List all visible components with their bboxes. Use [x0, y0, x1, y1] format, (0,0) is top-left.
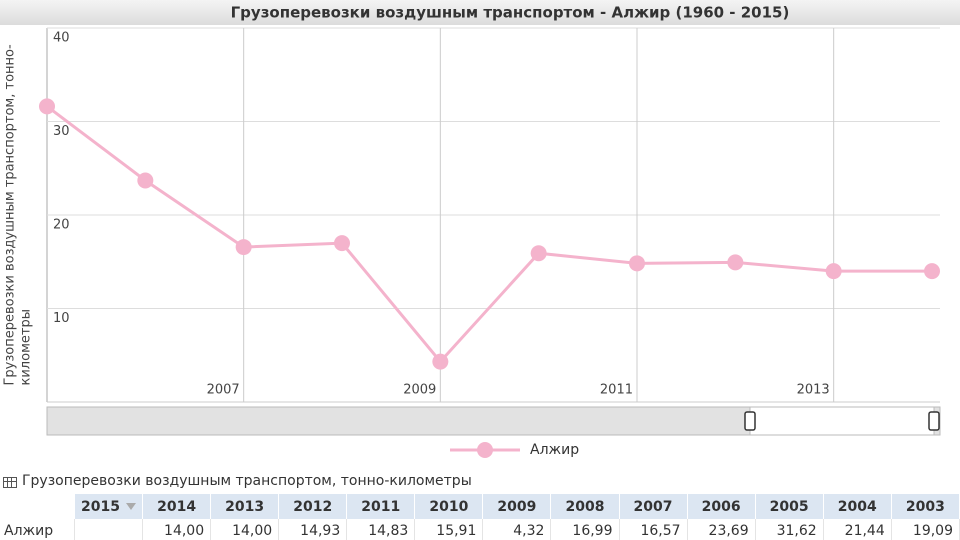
- header-row: 2015 2014 2013 2012 2011 2010 2009 2008 2007 2006…: [0, 494, 960, 519]
- column-header-text: 2005: [769, 498, 809, 515]
- corner-cell: [0, 494, 75, 519]
- column-header-text: 2015: [81, 498, 121, 515]
- column-header[interactable]: 2010: [414, 494, 484, 519]
- title-bar: [0, 0, 960, 25]
- column-header-text: 2008: [565, 498, 605, 515]
- column-header-text: 2013: [225, 498, 265, 515]
- y-tick-label: 10: [53, 311, 70, 326]
- navigator-window[interactable]: [749, 406, 935, 436]
- column-header-text: 2004: [837, 498, 877, 515]
- series-line: [46, 105, 932, 364]
- column-header[interactable]: 2015: [74, 494, 144, 519]
- sort-icon[interactable]: [126, 503, 137, 510]
- legend-marker: [477, 442, 493, 458]
- point: [39, 98, 55, 115]
- x-tick-label: 2013: [797, 383, 830, 398]
- table-row: Алжир 14,00 14,00 14,93 14,83 15,91 4,32 16,99 1…: [0, 519, 960, 540]
- cell: 14,93: [278, 519, 348, 540]
- column-header[interactable]: 2003: [891, 494, 960, 519]
- y-tick-label: 20: [53, 218, 70, 233]
- column-header[interactable]: 2012: [278, 494, 348, 519]
- cell: 15,91: [414, 519, 484, 540]
- cell: 14,83: [346, 519, 416, 540]
- cell: 4,32: [482, 519, 552, 540]
- x-tick-label: 2011: [600, 383, 633, 398]
- data-table: 2015 2014 2013 2012 2011 2010 2009 2008 2007 2006…: [0, 494, 960, 540]
- column-header-text: 2003: [905, 498, 945, 515]
- cell: 31,62: [755, 519, 824, 540]
- column-header-text: 2010: [429, 498, 469, 515]
- point: [137, 172, 154, 189]
- point: [924, 263, 940, 280]
- table-icon: [3, 477, 17, 488]
- column-header[interactable]: 2008: [550, 494, 620, 519]
- table-body: Алжир 14,00 14,00 14,93 14,83 15,91 4,32 16,99 1…: [0, 519, 960, 540]
- cell: [74, 519, 144, 540]
- y-tick-label: 30: [53, 124, 70, 139]
- column-header[interactable]: 2014: [142, 494, 212, 519]
- y-tick-label: 40: [53, 31, 70, 46]
- chart-title: Грузоперевозки воздушным транспортом - А…: [231, 4, 790, 22]
- column-header[interactable]: 2007: [619, 494, 688, 519]
- point: [825, 263, 842, 280]
- row-label: Алжир: [0, 519, 75, 540]
- column-header[interactable]: 2006: [687, 494, 756, 519]
- column-header-text: 2011: [361, 498, 401, 515]
- column-header[interactable]: 2013: [210, 494, 280, 519]
- column-header[interactable]: 2011: [346, 494, 416, 519]
- column-header-text: 2007: [633, 498, 673, 515]
- column-header-text: 2006: [701, 498, 741, 515]
- cell: 19,09: [891, 519, 960, 540]
- cell: 14,00: [210, 519, 280, 540]
- point: [334, 235, 350, 252]
- cell: 21,44: [823, 519, 892, 540]
- point: [629, 255, 645, 272]
- point: [530, 245, 547, 262]
- cell: 23,69: [687, 519, 756, 540]
- point: [727, 254, 744, 271]
- column-header-text: 2009: [497, 498, 537, 515]
- column-header-text: 2012: [293, 498, 333, 515]
- navigator-handle[interactable]: [744, 411, 756, 431]
- point: [432, 353, 449, 370]
- column-header[interactable]: 2005: [755, 494, 824, 519]
- cell: 16,57: [619, 519, 688, 540]
- cell: 14,00: [142, 519, 212, 540]
- plot-area: 10 20 30 40 2007 2009 2011 2013: [39, 27, 940, 402]
- point: [235, 239, 252, 256]
- x-tick-label: 2007: [207, 383, 240, 398]
- x-tick-label: 2009: [403, 383, 436, 398]
- table-title: Грузоперевозки воздушным транспортом, то…: [22, 473, 472, 489]
- y-axis-title: Грузоперевозки воздушным транспортом, то…: [2, 44, 34, 386]
- column-header-text: 2014: [157, 498, 197, 515]
- cell: 16,99: [550, 519, 620, 540]
- legend-label[interactable]: Алжир: [530, 442, 579, 458]
- column-header[interactable]: 2009: [482, 494, 552, 519]
- column-header[interactable]: 2004: [823, 494, 892, 519]
- navigator-handle[interactable]: [928, 411, 940, 431]
